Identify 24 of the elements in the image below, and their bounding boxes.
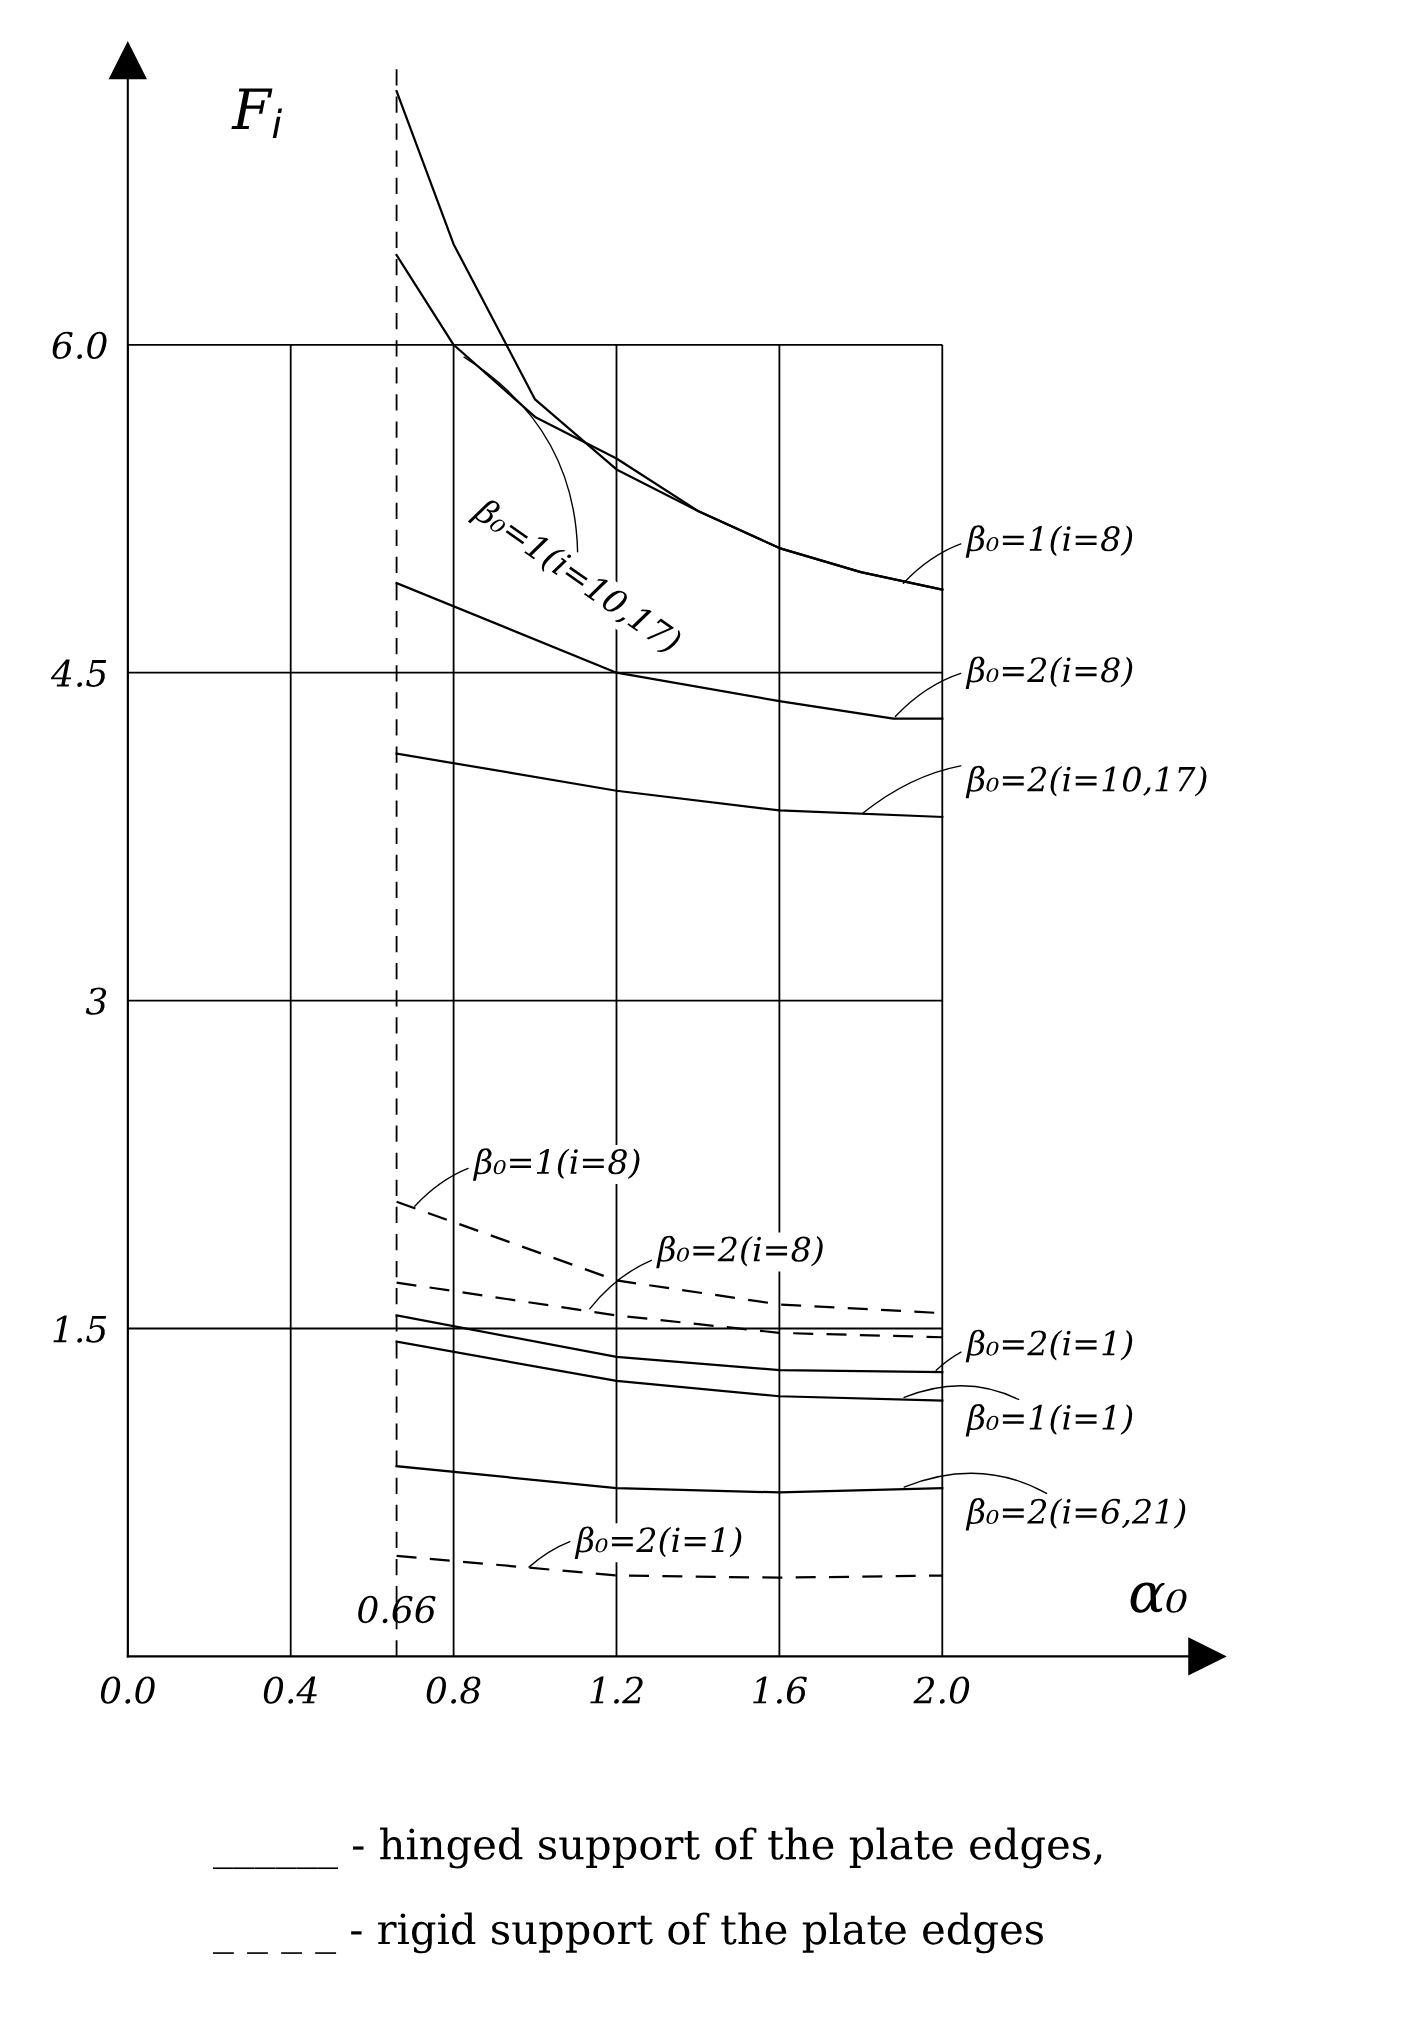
x-tick-label: 0.0 [100, 1676, 155, 1704]
text: ______ - hinged support of the plate edges, [213, 1827, 1102, 1870]
annotation: β₀=1(i=1) [965, 1404, 1133, 1437]
y-axis-title: F$_{i}$ [231, 88, 282, 139]
annotation: β₀=2(i=1) [574, 1526, 742, 1559]
y-tick-label: 1.5 [53, 1315, 107, 1343]
annotation: β₀=1(i=8) [472, 1148, 640, 1181]
x-tick-label: 0.4 [263, 1676, 317, 1704]
y-tick-label: 3 [85, 987, 107, 1015]
ref-line-label: 0.66 [358, 1595, 436, 1624]
annotation: β₀=2(i=10,17) [965, 765, 1207, 799]
x-tick-label: 2.0 [913, 1676, 970, 1704]
annotation: β₀=1(i=8) [965, 525, 1133, 558]
x-tick-label: 0.8 [426, 1676, 481, 1704]
annotation: β₀=2(i=6,21) [965, 1498, 1186, 1531]
y-tick-label: 4.5 [50, 659, 107, 687]
y-tick-label: 6.0 [52, 331, 107, 360]
x-tick-label: 1.2 [590, 1676, 643, 1704]
annotation: β₀=2(i=1) [965, 1329, 1133, 1363]
annotation: β₀=2(i=8) [656, 1235, 823, 1269]
text: _ _ _ _ - rigid support of the plate edges [213, 1912, 1043, 1954]
x-tick-label: 1.6 [753, 1676, 807, 1704]
x-axis-title: α₀ [1130, 1582, 1187, 1613]
annotation: β₀=2(i=8) [965, 656, 1133, 689]
